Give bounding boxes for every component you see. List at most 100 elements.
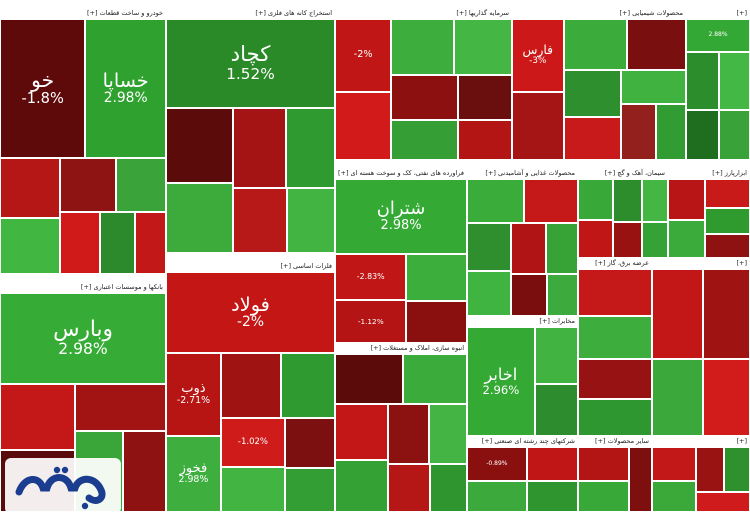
stock-tile[interactable] bbox=[166, 183, 233, 253]
stock-tile[interactable] bbox=[578, 269, 652, 316]
stock-tile[interactable] bbox=[406, 300, 467, 343]
sector-header[interactable]: [+] bbox=[686, 8, 750, 19]
stock-tile[interactable] bbox=[285, 417, 335, 469]
stock-tile[interactable] bbox=[703, 358, 750, 436]
stock-tile[interactable] bbox=[166, 108, 233, 184]
stock-tile[interactable] bbox=[467, 271, 512, 316]
stock-tile[interactable] bbox=[702, 269, 750, 359]
stock-tile[interactable] bbox=[652, 358, 704, 436]
stock-tile[interactable] bbox=[286, 108, 335, 188]
stock-tile[interactable] bbox=[524, 179, 578, 223]
sector-header[interactable]: فراورده های نفتی، کک و سوخت هسته ای [+] bbox=[335, 168, 467, 179]
sector-header[interactable]: مخابرات [+] bbox=[467, 316, 578, 327]
stock-tile[interactable] bbox=[335, 404, 388, 461]
stock-tile[interactable] bbox=[467, 222, 512, 272]
stock-tile[interactable] bbox=[621, 69, 686, 104]
stock-tile[interactable] bbox=[563, 19, 628, 70]
stock-tile[interactable] bbox=[652, 269, 703, 359]
stock-tile[interactable] bbox=[429, 464, 467, 512]
stock-tile[interactable] bbox=[454, 19, 512, 76]
stock-tile[interactable]: -2% bbox=[335, 19, 392, 92]
stock-tile[interactable] bbox=[686, 110, 720, 160]
stock-tile[interactable] bbox=[59, 212, 100, 274]
stock-tile[interactable] bbox=[578, 179, 613, 220]
stock-tile[interactable] bbox=[546, 222, 578, 275]
sector-header[interactable]: بانکها و موسسات اعتباری [+] bbox=[0, 282, 166, 293]
stock-tile[interactable] bbox=[0, 218, 60, 274]
sector-header[interactable]: سرمایه گذاریها [+] bbox=[335, 8, 512, 19]
sector-header[interactable]: سایر محصولات [+] bbox=[578, 436, 652, 447]
stock-tile[interactable] bbox=[704, 207, 750, 234]
stock-tile[interactable] bbox=[641, 179, 668, 223]
stock-tile[interactable] bbox=[335, 460, 388, 512]
stock-tile[interactable] bbox=[406, 254, 467, 301]
stock-tile[interactable] bbox=[629, 447, 652, 512]
stock-tile[interactable]: وبارس 2.98% bbox=[0, 293, 166, 384]
stock-tile[interactable] bbox=[578, 480, 630, 512]
stock-tile[interactable] bbox=[512, 92, 564, 160]
stock-tile[interactable]: ذوب -2.71% bbox=[166, 352, 221, 436]
stock-tile[interactable] bbox=[655, 103, 686, 160]
stock-tile[interactable] bbox=[458, 120, 512, 160]
stock-tile[interactable] bbox=[578, 399, 652, 436]
stock-tile[interactable] bbox=[563, 117, 622, 160]
stock-tile[interactable] bbox=[335, 92, 392, 160]
stock-tile[interactable]: 2.88% bbox=[686, 19, 750, 52]
stock-tile[interactable] bbox=[621, 103, 656, 160]
stock-tile[interactable] bbox=[135, 212, 166, 274]
sector-header[interactable]: [+] bbox=[652, 258, 750, 269]
stock-tile[interactable] bbox=[285, 468, 335, 512]
stock-tile[interactable] bbox=[220, 352, 281, 418]
stock-tile[interactable] bbox=[232, 187, 287, 253]
sector-header[interactable]: عرضه برق، گاز [+] bbox=[578, 258, 652, 269]
stock-tile[interactable] bbox=[612, 222, 642, 258]
stock-tile[interactable] bbox=[429, 404, 467, 465]
sector-header[interactable]: استخراج کانه های فلزی [+] bbox=[166, 8, 335, 19]
stock-tile[interactable] bbox=[99, 212, 136, 274]
stock-tile[interactable] bbox=[652, 447, 696, 481]
stock-tile[interactable]: فخوز 2.98% bbox=[166, 435, 221, 512]
stock-tile[interactable] bbox=[534, 383, 578, 436]
sector-header[interactable]: ابزارپارز [+] bbox=[668, 168, 750, 179]
stock-tile[interactable] bbox=[641, 222, 668, 258]
sector-header[interactable]: انبوه سازی، املاک و مستغلات [+] bbox=[335, 343, 467, 354]
stock-tile[interactable] bbox=[391, 119, 459, 160]
stock-tile[interactable]: -2.83% bbox=[335, 254, 407, 301]
sector-header[interactable]: محصولات غذایی و آشامیدنی [+] bbox=[467, 168, 578, 179]
stock-tile[interactable]: -1.02% bbox=[220, 417, 286, 468]
stock-tile[interactable] bbox=[578, 315, 652, 359]
stock-tile[interactable] bbox=[335, 354, 404, 405]
stock-tile[interactable] bbox=[0, 383, 76, 451]
stock-tile[interactable] bbox=[467, 480, 527, 512]
stock-tile[interactable]: -0.89% bbox=[467, 447, 527, 481]
stock-tile[interactable] bbox=[704, 233, 750, 258]
stock-tile[interactable]: اخابر 2.96% bbox=[467, 327, 535, 436]
stock-tile[interactable] bbox=[563, 69, 622, 118]
stock-tile[interactable] bbox=[511, 274, 547, 316]
stock-tile[interactable] bbox=[719, 110, 750, 160]
stock-tile[interactable] bbox=[0, 157, 60, 219]
stock-tile[interactable] bbox=[704, 179, 750, 208]
stock-tile[interactable]: خو -1.8% bbox=[0, 19, 86, 158]
stock-tile[interactable] bbox=[546, 274, 578, 316]
stock-tile[interactable] bbox=[391, 75, 459, 120]
stock-tile[interactable] bbox=[686, 51, 720, 111]
sector-header[interactable]: خودرو و ساخت قطعات [+] bbox=[0, 8, 166, 19]
stock-tile[interactable] bbox=[232, 108, 287, 188]
stock-tile[interactable] bbox=[534, 327, 578, 384]
stock-tile[interactable] bbox=[668, 179, 705, 220]
stock-tile[interactable]: خساپا 2.98% bbox=[85, 19, 166, 158]
stock-tile[interactable] bbox=[578, 219, 613, 258]
stock-tile[interactable]: کچاد 1.52% bbox=[166, 19, 335, 109]
stock-tile[interactable] bbox=[526, 447, 578, 481]
sector-header[interactable]: سیمان، آهک و گچ [+] bbox=[578, 168, 668, 179]
stock-tile[interactable] bbox=[627, 19, 686, 70]
stock-tile[interactable] bbox=[695, 492, 750, 512]
stock-tile[interactable] bbox=[280, 352, 335, 418]
stock-tile[interactable] bbox=[75, 383, 166, 431]
stock-tile[interactable]: شتران 2.98% bbox=[335, 179, 467, 255]
stock-tile[interactable] bbox=[403, 354, 467, 405]
stock-tile[interactable]: فولاد -2% bbox=[166, 272, 335, 353]
stock-tile[interactable] bbox=[526, 480, 578, 512]
stock-tile[interactable] bbox=[511, 222, 547, 275]
